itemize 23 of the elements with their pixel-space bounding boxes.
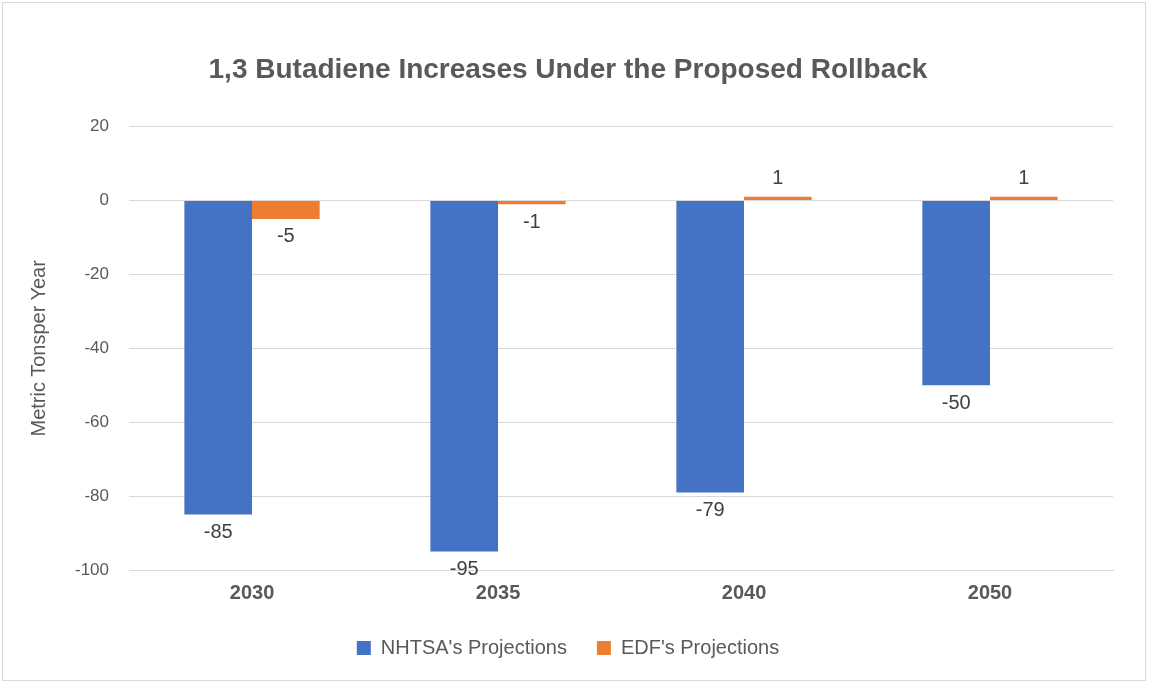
y-tick-label: 20 — [90, 116, 110, 136]
y-tick-label: -60 — [84, 411, 110, 431]
chart-title: 1,3 Butadiene Increases Under the Proposed Rollback — [208, 52, 928, 84]
data-label: -5 — [276, 224, 295, 247]
data-label: 1 — [1018, 166, 1030, 189]
x-tick-label: 2030 — [229, 580, 275, 603]
legend-label: EDF's Projections — [620, 635, 780, 658]
y-tick-label: -100 — [74, 559, 110, 579]
y-axis-title: Metric Tonsper Year — [26, 259, 49, 437]
x-tick-label: 2040 — [721, 580, 767, 603]
data-label: -79 — [695, 497, 725, 520]
x-tick-label: 2050 — [967, 580, 1013, 603]
data-label: -1 — [522, 209, 541, 232]
data-label: 1 — [772, 166, 784, 189]
data-label: -85 — [203, 520, 233, 543]
y-tick-label: -20 — [84, 264, 110, 284]
data-label: -50 — [941, 390, 971, 413]
y-tick-label: -80 — [84, 485, 110, 505]
data-label: -95 — [449, 557, 479, 580]
legend-label: NHTSA's Projections — [380, 635, 567, 658]
y-tick-label: -40 — [84, 337, 110, 357]
y-tick-label: 0 — [99, 190, 110, 210]
x-tick-label: 2035 — [475, 580, 521, 603]
